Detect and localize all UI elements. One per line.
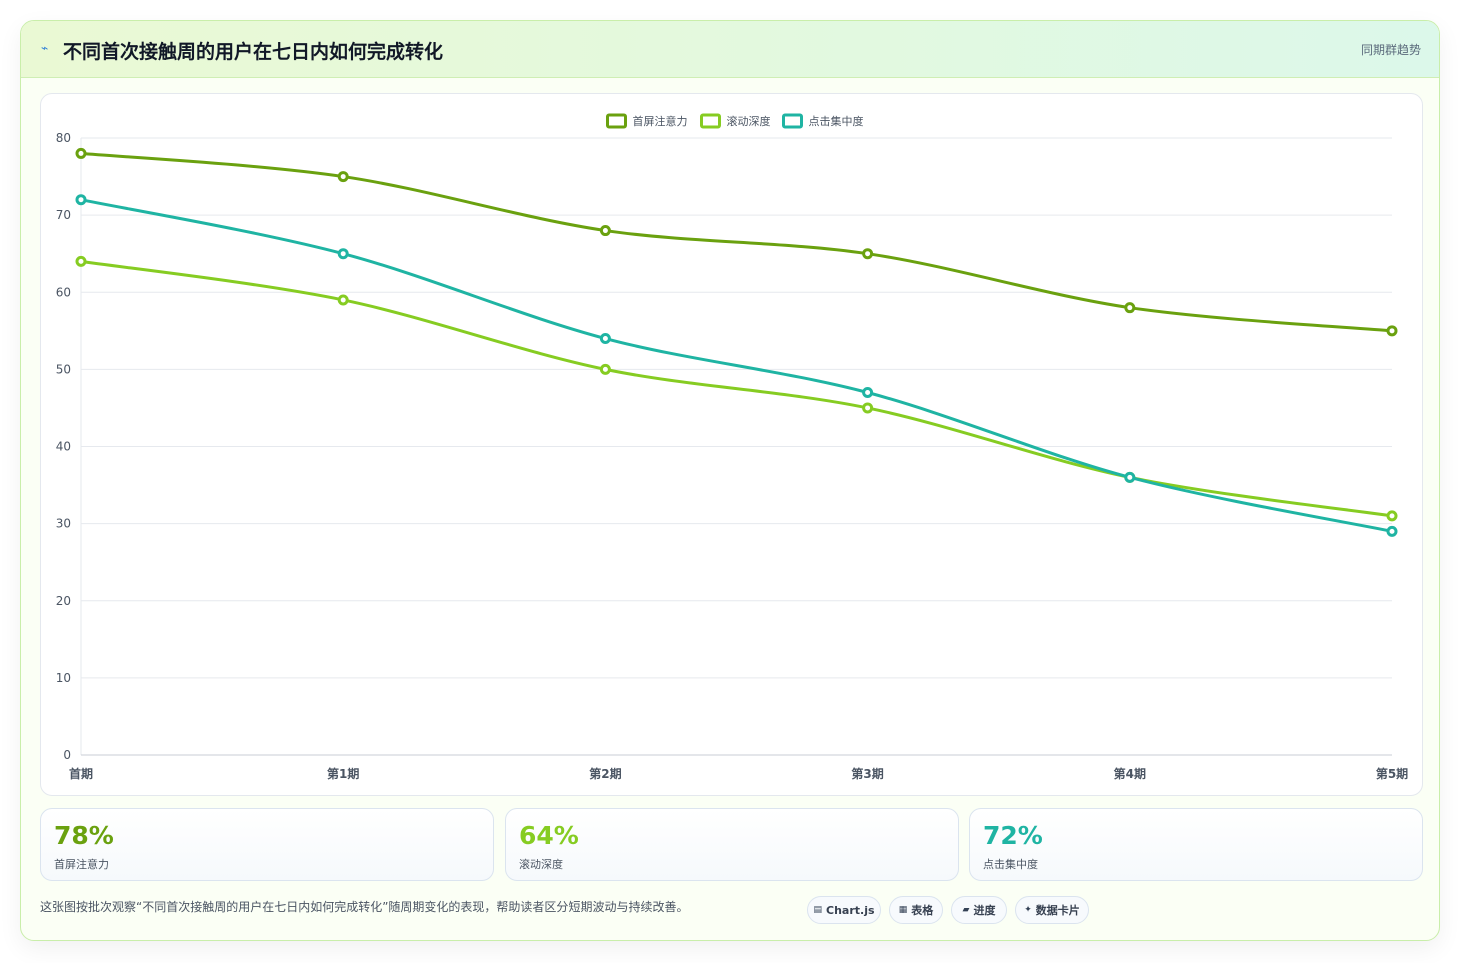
legend-swatch <box>782 113 803 129</box>
data-point <box>337 248 349 260</box>
tag-chartjs[interactable]: ▤ Chart.js <box>807 896 881 924</box>
tag-label: 数据卡片 <box>1035 904 1080 917</box>
data-point <box>1386 510 1398 522</box>
card-header: ⌁ 不同首次接触周的用户在七日内如何完成转化 同期群趋势 <box>21 21 1439 78</box>
data-point <box>862 248 874 260</box>
legend-label: 滚动深度 <box>727 114 771 128</box>
progress-icon: ▰ <box>962 905 970 915</box>
chart-trend-icon: ⌁ <box>41 41 49 55</box>
data-point <box>1124 302 1136 314</box>
legend-swatch <box>700 113 721 129</box>
tag-label: Chart.js <box>826 903 875 917</box>
tag-label: 进度 <box>973 904 996 917</box>
cohort-trend-label: 同期群趋势 <box>1360 43 1421 57</box>
series-line <box>80 198 1393 533</box>
stat-label: 首屏注意力 <box>54 858 109 871</box>
legend-label: 首屏注意力 <box>633 114 688 128</box>
data-point <box>337 171 349 183</box>
chart-footnote: 这张图按批次观察“不同首次接触周的用户在七日内如何完成转化”随周期变化的表现，帮… <box>40 900 689 914</box>
y-tick-label: 50 <box>56 362 71 376</box>
stat-value: 64% <box>519 821 579 850</box>
y-tick-label: 10 <box>56 671 71 685</box>
line-chart: 0 10 20 30 40 50 60 70 80 首期 第1期 第2期 第3期 第4期 第5期 首屏注意力 滚… <box>56 113 1408 781</box>
x-tick-label: 第2期 <box>589 766 621 781</box>
legend-label: 点击集中度 <box>809 114 864 128</box>
sparkle-icon: ✦ <box>1024 905 1032 915</box>
tag-table[interactable]: ▦ 表格 <box>889 896 943 924</box>
data-point <box>599 363 611 375</box>
legend-swatch <box>606 113 627 129</box>
stat-value: 72% <box>983 821 1043 850</box>
x-tick-label: 第3期 <box>851 766 883 781</box>
stat-card-click: 72% 点击集中度 <box>969 808 1423 881</box>
card-title: 不同首次接触周的用户在七日内如何完成转化 <box>63 41 444 63</box>
chart-panel: 0 10 20 30 40 50 60 70 80 首期 第1期 第2期 第3期 第4期 第5期 首屏注意力 滚… <box>40 93 1423 796</box>
data-point <box>1386 325 1398 337</box>
stat-label: 点击集中度 <box>983 858 1038 871</box>
data-point <box>599 225 611 237</box>
y-tick-label: 40 <box>56 440 71 454</box>
series-line <box>80 151 1393 333</box>
y-tick-label: 0 <box>63 748 71 762</box>
data-point <box>75 194 87 206</box>
data-point <box>599 333 611 345</box>
x-tick-label: 第5期 <box>1376 766 1408 781</box>
x-tick-label: 首期 <box>69 766 93 781</box>
y-tick-label: 60 <box>56 285 71 299</box>
data-point <box>75 255 87 267</box>
y-tick-label: 70 <box>56 208 71 222</box>
y-tick-label: 30 <box>56 517 71 531</box>
data-point <box>337 294 349 306</box>
stat-card-attention: 78% 首屏注意力 <box>40 808 494 881</box>
series-line <box>80 259 1393 518</box>
data-point <box>1386 525 1398 537</box>
x-tick-label: 第1期 <box>327 766 359 781</box>
stat-label: 滚动深度 <box>519 858 563 871</box>
data-point <box>75 147 87 159</box>
tag-data-card[interactable]: ✦ 数据卡片 <box>1015 896 1089 924</box>
tag-label: 表格 <box>911 904 934 917</box>
data-point <box>862 387 874 399</box>
y-tick-label: 20 <box>56 594 71 608</box>
y-tick-label: 80 <box>56 131 71 145</box>
chart-card: ⌁ 不同首次接触周的用户在七日内如何完成转化 同期群趋势 0 10 20 30 40 50… <box>20 20 1440 941</box>
stat-value: 78% <box>54 821 114 850</box>
data-point <box>1124 471 1136 483</box>
tag-progress[interactable]: ▰ 进度 <box>951 896 1007 924</box>
x-tick-label: 第4期 <box>1114 766 1146 781</box>
stat-card-scroll: 64% 滚动深度 <box>505 808 959 881</box>
chart-icon: ▤ <box>813 905 822 915</box>
table-icon: ▦ <box>898 905 908 915</box>
data-point <box>862 402 874 414</box>
